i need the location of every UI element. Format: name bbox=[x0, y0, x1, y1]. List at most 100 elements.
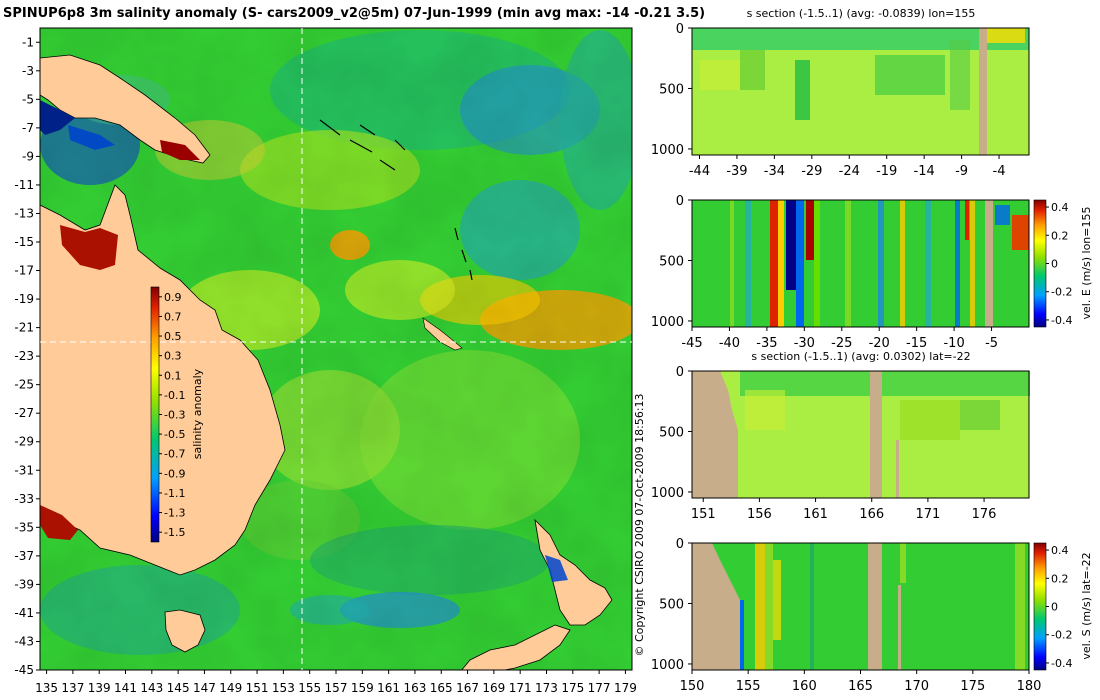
map-colorbar-tick-label: 0.9 bbox=[164, 291, 182, 304]
section-4-colorbar-ticks: 0.4 0.2 0 -0.2 -0.4 bbox=[1046, 544, 1072, 670]
vanuatu bbox=[454, 227, 473, 281]
map-colorbar-tick-label: -1.1 bbox=[164, 487, 185, 500]
map-y-tick-label: -35 bbox=[14, 520, 34, 534]
map-y-tick-label: -27 bbox=[14, 406, 34, 420]
section-y-tick-label: 1000 bbox=[651, 658, 684, 673]
section-4-colorbar-label: vel. S (m/s) lat=-22 bbox=[1080, 552, 1093, 659]
section-salinity-lat: s section (-1.5..1) (avg: 0.0302) lat=-2… bbox=[651, 350, 1030, 522]
section-y-tick-label: 1000 bbox=[651, 143, 684, 158]
section-x-tick-label: 176 bbox=[972, 507, 997, 522]
section-colorbar-tick-label: -0.2 bbox=[1051, 629, 1072, 642]
section-3-patches bbox=[692, 371, 1030, 498]
map-y-tick-label: -3 bbox=[22, 64, 34, 78]
map-colorbar-ramp bbox=[150, 286, 160, 543]
section-2-colorbar-label: vel. E (m/s) lon=155 bbox=[1080, 207, 1093, 320]
section-2-y-ticks: 0 500 1000 bbox=[651, 194, 692, 330]
section-x-tick-label: -34 bbox=[764, 164, 785, 179]
map-colorbar-tick-label: 0.1 bbox=[164, 369, 182, 382]
map-y-tick-label: -7 bbox=[22, 121, 34, 135]
section-3-x-ticks: 151 156 161 166 171 176 bbox=[691, 498, 997, 522]
map-x-tick-label: 165 bbox=[430, 681, 453, 695]
map-y-tick-label: -15 bbox=[14, 235, 34, 249]
map-colorbar-tick-label: -1.3 bbox=[164, 507, 185, 520]
map-colorbar-tick-label: -0.9 bbox=[164, 467, 185, 480]
map-y-tick-label: -1 bbox=[22, 35, 34, 49]
section-3-frame bbox=[691, 370, 1030, 499]
section-y-tick-label: 500 bbox=[659, 254, 684, 269]
map-x-tick-label: 143 bbox=[140, 681, 163, 695]
section-x-tick-label: 156 bbox=[747, 507, 772, 522]
section-x-tick-label: -20 bbox=[869, 336, 890, 351]
section-salinity-lon: s section (-1.5..1) (avg: -0.0839) lon=1… bbox=[651, 7, 1030, 179]
section-x-tick-label: 155 bbox=[736, 679, 761, 694]
map-y-tick-label: -9 bbox=[22, 149, 34, 163]
map-x-tick-label: 145 bbox=[167, 681, 190, 695]
copyright-notice: © Copyright CSIRO 2009 07-Oct-2009 18:56… bbox=[633, 393, 646, 656]
section-4-patches bbox=[692, 543, 1025, 670]
section-x-tick-label: 161 bbox=[803, 507, 828, 522]
section-4-background bbox=[692, 543, 1029, 670]
section-y-tick-label: 0 bbox=[676, 194, 684, 209]
map-colorbar-ticks: 0.9 0.7 0.5 0.3 0.1 -0.1 -0.3 -0.5 -0.7 -0.9 -1.1 -… bbox=[159, 291, 185, 539]
section-y-tick-label: 1000 bbox=[651, 315, 684, 330]
section-x-tick-label: -9 bbox=[955, 164, 968, 179]
section-x-tick-label: -4 bbox=[993, 164, 1006, 179]
map-x-tick-label: 153 bbox=[272, 681, 295, 695]
map-y-ticks: -1 -3 -5 -7 -9 -11 -13 -15 -17 -19 -21 -23 -25 -27 -29… bbox=[14, 35, 40, 677]
section-x-tick-label: -19 bbox=[876, 164, 897, 179]
section-y-tick-label: 500 bbox=[659, 82, 684, 97]
section-x-tick-label: -39 bbox=[726, 164, 747, 179]
map-x-tick-label: 149 bbox=[219, 681, 242, 695]
section-1-x-ticks: -44 -39 -34 -29 -24 -19 -14 -9 -4 bbox=[689, 155, 1006, 179]
section-x-tick-label: -30 bbox=[794, 336, 815, 351]
section-y-tick-label: 500 bbox=[659, 597, 684, 612]
section-x-tick-label: 171 bbox=[915, 507, 940, 522]
section-4-x-ticks: 150 155 160 165 170 175 180 bbox=[680, 670, 1041, 694]
section-colorbar-tick-label: 0.4 bbox=[1051, 544, 1069, 557]
section-y-tick-label: 0 bbox=[676, 365, 684, 380]
map-x-tick-label: 137 bbox=[61, 681, 84, 695]
section-x-tick-label: -35 bbox=[756, 336, 777, 351]
map-panel: -1 -3 -5 -7 -9 -11 -13 -15 -17 -19 -21 -23 -25 -27 -29… bbox=[14, 27, 637, 695]
section-x-tick-label: 151 bbox=[691, 507, 716, 522]
section-y-tick-label: 0 bbox=[676, 537, 684, 552]
section-y-tick-label: 1000 bbox=[651, 486, 684, 501]
map-x-tick-label: 169 bbox=[482, 681, 505, 695]
australia bbox=[40, 184, 286, 576]
map-coastal-anomalies bbox=[40, 100, 568, 582]
solomon-islands bbox=[319, 119, 406, 171]
section-velocity-s-lat: 0 500 1000 150 155 160 165 170 175 180 0.4 0.2 0 -0… bbox=[651, 537, 1093, 694]
map-colorbar-tick-label: -0.3 bbox=[164, 409, 185, 422]
section-x-tick-label: -15 bbox=[906, 336, 927, 351]
map-x-tick-label: 139 bbox=[88, 681, 111, 695]
section-x-tick-label: -45 bbox=[681, 336, 702, 351]
section-2-x-ticks: -45 -40 -35 -30 -25 -20 -15 -10 -5 bbox=[681, 327, 998, 351]
map-x-tick-label: 155 bbox=[298, 681, 321, 695]
map-x-tick-label: 151 bbox=[246, 681, 269, 695]
map-colorbar-tick-label: -0.7 bbox=[164, 448, 185, 461]
map-y-tick-label: -21 bbox=[14, 321, 34, 335]
section-colorbar-tick-label: 0.4 bbox=[1051, 201, 1069, 214]
map-x-ticks: 135 137 139 141 143 145 147 149 151 153 155 157 159 1… bbox=[35, 670, 637, 695]
map-y-tick-label: -13 bbox=[14, 206, 34, 220]
map-x-tick-label: 175 bbox=[561, 681, 584, 695]
section-x-tick-label: 160 bbox=[792, 679, 817, 694]
section-y-tick-label: 0 bbox=[676, 22, 684, 37]
map-colorbar-tick-label: -0.1 bbox=[164, 389, 185, 402]
section-x-tick-label: -14 bbox=[914, 164, 935, 179]
map-colorbar-label: salinity anomaly bbox=[191, 368, 204, 459]
section-salinity-lat-title: s section (-1.5..1) (avg: 0.0302) lat=-2… bbox=[751, 350, 970, 363]
map-y-tick-label: -11 bbox=[14, 178, 34, 192]
section-2-patches bbox=[730, 200, 1029, 327]
section-1-patches bbox=[692, 28, 1029, 155]
section-colorbar-tick-label: 0 bbox=[1051, 601, 1058, 614]
section-colorbar-tick-label: -0.4 bbox=[1051, 314, 1072, 327]
map-colorbar-tick-label: 0.5 bbox=[164, 330, 182, 343]
section-colorbar-tick-label: 0.2 bbox=[1051, 229, 1069, 242]
map-y-tick-label: -19 bbox=[14, 292, 34, 306]
section-x-tick-label: -24 bbox=[839, 164, 860, 179]
land-masses bbox=[40, 54, 613, 670]
section-1-y-ticks: 0 500 1000 bbox=[651, 22, 692, 158]
